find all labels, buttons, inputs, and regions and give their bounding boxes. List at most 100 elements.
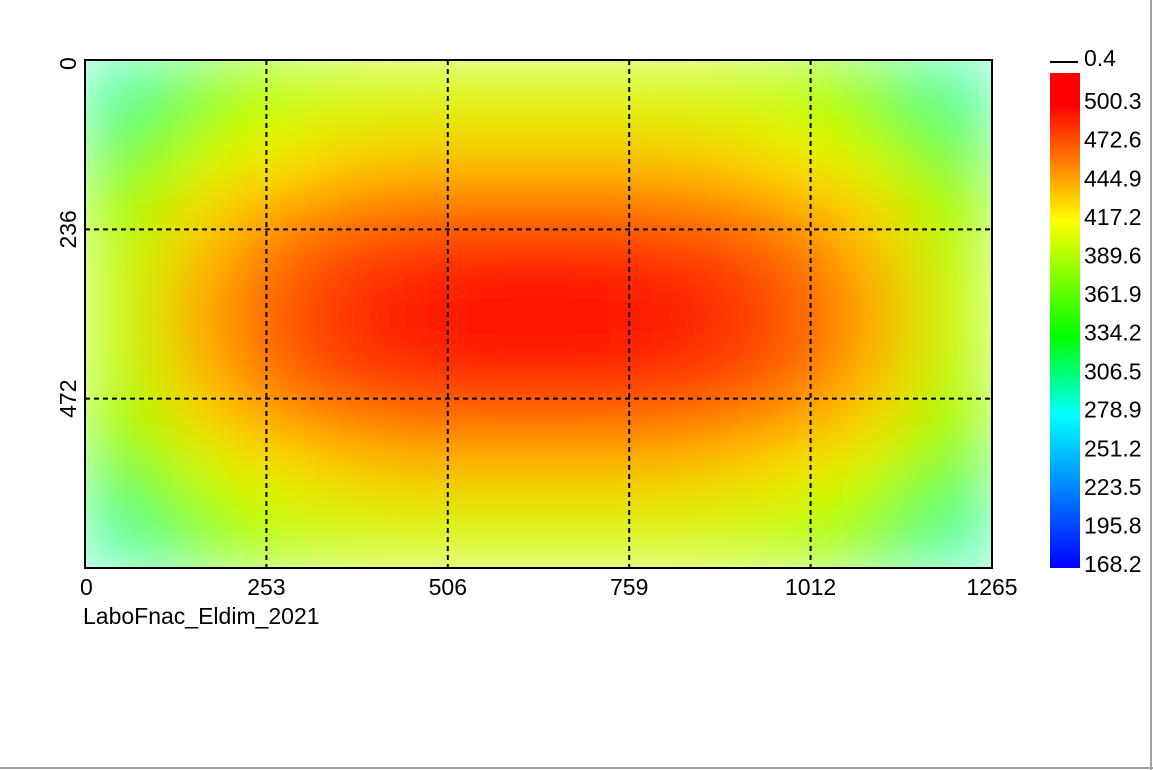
heat-cell (235, 504, 313, 568)
heat-cell (538, 250, 615, 315)
colorbar-tick-label: 251.2 (1084, 435, 1142, 461)
heat-cell (689, 186, 766, 251)
heat-cell (915, 313, 992, 378)
colorbar-tick-label: 168.2 (1084, 551, 1142, 577)
heat-cell (85, 60, 162, 124)
heat-cell (764, 250, 842, 315)
heat-cell (840, 440, 917, 505)
colorbar-tick-label: 278.9 (1084, 397, 1142, 423)
heat-cell (840, 250, 917, 315)
heat-cell (840, 123, 917, 188)
heat-cell (538, 313, 615, 378)
heat-cell (160, 313, 237, 378)
heat-cell (386, 186, 464, 251)
heat-cell (613, 313, 691, 378)
heat-cell (764, 60, 842, 124)
heat-cell (613, 250, 691, 315)
heat-cell (160, 60, 237, 124)
heat-cell (462, 186, 539, 251)
colorbar-tick-label: 306.5 (1084, 358, 1142, 384)
heat-cell (538, 504, 615, 568)
heat-cell (613, 377, 691, 442)
heat-cell (85, 440, 162, 505)
y-tick-label: 236 (55, 210, 81, 248)
heat-cell (764, 440, 842, 505)
heat-cell (235, 440, 313, 505)
x-tick-label: 759 (610, 574, 648, 600)
colorbar-tick-label: 472.6 (1084, 127, 1142, 153)
heat-cell (311, 313, 388, 378)
heat-cell (689, 440, 766, 505)
heat-cell (915, 377, 992, 442)
heat-cell (915, 123, 992, 188)
heat-cell (462, 313, 539, 378)
heat-cell (462, 250, 539, 315)
heat-cell (689, 377, 766, 442)
heat-cell (311, 250, 388, 315)
heat-cell (311, 60, 388, 124)
colorbar-tick-label: 389.6 (1084, 242, 1142, 268)
heat-cell (915, 60, 992, 124)
heat-cell (915, 504, 992, 568)
overlay: 0 253 506 759 1012 1265 0 236 472 500.3 472.6 444.9… (55, 45, 1141, 600)
heat-cell (386, 504, 464, 568)
chart-annotation: LaboFnac_Eldim_2021 (83, 603, 320, 629)
heat-cell (613, 440, 691, 505)
heat-cell (462, 504, 539, 568)
heat-cell (764, 313, 842, 378)
x-tick-label: 253 (247, 574, 285, 600)
heat-cell (915, 440, 992, 505)
x-tick-label: 1265 (966, 574, 1017, 600)
colorbar-tick-label: 417.2 (1084, 204, 1142, 230)
heat-cell (386, 60, 464, 124)
colorbar-tick-label: 444.9 (1084, 165, 1142, 191)
colorbar-tick-label: 223.5 (1084, 474, 1142, 500)
heat-cell (613, 186, 691, 251)
heat-cell (311, 377, 388, 442)
heat-cell (613, 504, 691, 568)
heat-cell (85, 123, 162, 188)
heat-cell (840, 313, 917, 378)
y-tick-label: 472 (55, 379, 81, 417)
heat-cell (235, 60, 313, 124)
x-tick-label: 0 (80, 574, 93, 600)
colorbar-tick-label: 334.2 (1084, 320, 1142, 346)
heat-cell (538, 440, 615, 505)
heat-cell (85, 186, 162, 251)
heat-cell (311, 504, 388, 568)
heat-cell (386, 123, 464, 188)
heat-cell (689, 313, 766, 378)
heat-cell (840, 377, 917, 442)
heat-cell (538, 123, 615, 188)
heat-cell (462, 60, 539, 124)
heat-cell (764, 504, 842, 568)
heat-cell (386, 377, 464, 442)
heat-cell (235, 377, 313, 442)
heat-cell (235, 313, 313, 378)
colorbar-top-label: 0.4 (1084, 45, 1116, 71)
heat-cell (840, 504, 917, 568)
heat-cell (689, 504, 766, 568)
heat-cell (386, 313, 464, 378)
heat-cell (386, 440, 464, 505)
heat-cell (235, 250, 313, 315)
x-tick-label: 1012 (785, 574, 836, 600)
heatmap-cells (85, 60, 992, 568)
colorbar-tick-label: 361.9 (1084, 281, 1142, 307)
heat-cell (613, 123, 691, 188)
colorbar-cap (1050, 73, 1080, 106)
heat-cell (85, 313, 162, 378)
heat-cell (840, 60, 917, 124)
heat-cell (764, 186, 842, 251)
heat-cell (840, 186, 917, 251)
heat-cell (311, 123, 388, 188)
plot-border (84, 59, 993, 569)
heat-cell (85, 504, 162, 568)
colorbar-tick-label: 195.8 (1084, 513, 1142, 539)
heat-cell (462, 123, 539, 188)
heat-cell (538, 377, 615, 442)
heat-cell (462, 440, 539, 505)
heat-cell (689, 250, 766, 315)
